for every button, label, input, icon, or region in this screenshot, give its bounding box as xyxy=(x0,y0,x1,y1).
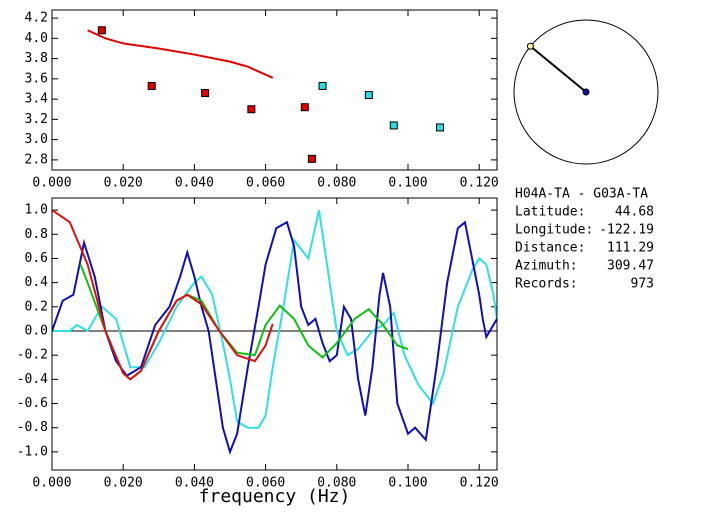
azimuth-end xyxy=(526,42,534,50)
plot-frame xyxy=(51,9,498,171)
point xyxy=(436,123,445,132)
y-tick-label: 0.6 xyxy=(25,251,48,266)
y-tick-label: 4.0 xyxy=(25,31,48,46)
info-label: Longitude: xyxy=(515,223,593,238)
azimuth-circle xyxy=(513,19,659,165)
x-tick-label: 0.060 xyxy=(246,476,285,491)
x-tick-label: 0.100 xyxy=(388,176,427,191)
y-tick-label: -1.0 xyxy=(17,444,48,459)
x-tick-label: 0.040 xyxy=(175,176,214,191)
y-tick-label: 1.0 xyxy=(25,203,48,218)
y-tick-label: 0.0 xyxy=(25,323,48,338)
y-tick-label: 2.8 xyxy=(25,152,48,167)
x-tick-label: 0.080 xyxy=(317,176,356,191)
azimuth-center xyxy=(582,88,590,96)
y-tick-label: 0.4 xyxy=(25,275,49,290)
point xyxy=(364,91,373,100)
y-tick-label: -0.8 xyxy=(17,420,48,435)
series-line xyxy=(87,29,274,79)
x-tick-label: 0.000 xyxy=(32,476,71,491)
info-value: -122.19 xyxy=(599,223,654,238)
point xyxy=(307,154,316,163)
info-value: 44.68 xyxy=(615,205,654,220)
x-tick-label: 0.040 xyxy=(175,476,214,491)
x-tick-label: 0.060 xyxy=(246,176,285,191)
y-tick-label: 3.2 xyxy=(25,112,48,127)
x-tick-label: 0.000 xyxy=(32,176,71,191)
series-line xyxy=(52,209,274,381)
point xyxy=(247,105,256,114)
x-tick-label: 0.120 xyxy=(460,476,499,491)
info-value: 111.29 xyxy=(607,241,654,256)
y-tick-label: 4.2 xyxy=(25,11,48,26)
y-tick-label: 0.8 xyxy=(25,227,48,242)
x-tick-label: 0.100 xyxy=(388,476,427,491)
y-tick-label: -0.2 xyxy=(17,348,48,363)
info-label: Azimuth: xyxy=(515,259,578,274)
point xyxy=(300,103,309,112)
info-label: Latitude: xyxy=(515,205,585,220)
y-tick-label: 3.8 xyxy=(25,51,48,66)
y-tick-label: 3.4 xyxy=(25,92,49,107)
info-title: H04A-TA - G03A-TA xyxy=(515,187,648,202)
info-label: Records: xyxy=(515,277,578,292)
series-line xyxy=(52,220,497,455)
point xyxy=(318,81,327,90)
x-tick-label: 0.080 xyxy=(317,476,356,491)
x-tick-label: 0.020 xyxy=(104,476,143,491)
y-tick-label: 3.0 xyxy=(25,132,48,147)
x-tick-label: 0.120 xyxy=(460,176,499,191)
info-value: 309.47 xyxy=(607,259,654,274)
x-tick-label: 0.020 xyxy=(104,176,143,191)
y-tick-label: -0.6 xyxy=(17,396,48,411)
info-label: Distance: xyxy=(515,241,585,256)
point xyxy=(147,81,156,90)
point xyxy=(201,89,210,98)
point xyxy=(389,121,398,130)
y-tick-label: -0.4 xyxy=(17,372,48,387)
y-tick-label: 3.6 xyxy=(25,71,48,86)
y-tick-label: 0.2 xyxy=(25,299,48,314)
info-value: 973 xyxy=(631,277,654,292)
x-axis-label: frequency (Hz) xyxy=(199,486,351,507)
plot-frame xyxy=(51,197,498,471)
azimuth-line xyxy=(529,45,587,93)
point xyxy=(97,26,106,35)
